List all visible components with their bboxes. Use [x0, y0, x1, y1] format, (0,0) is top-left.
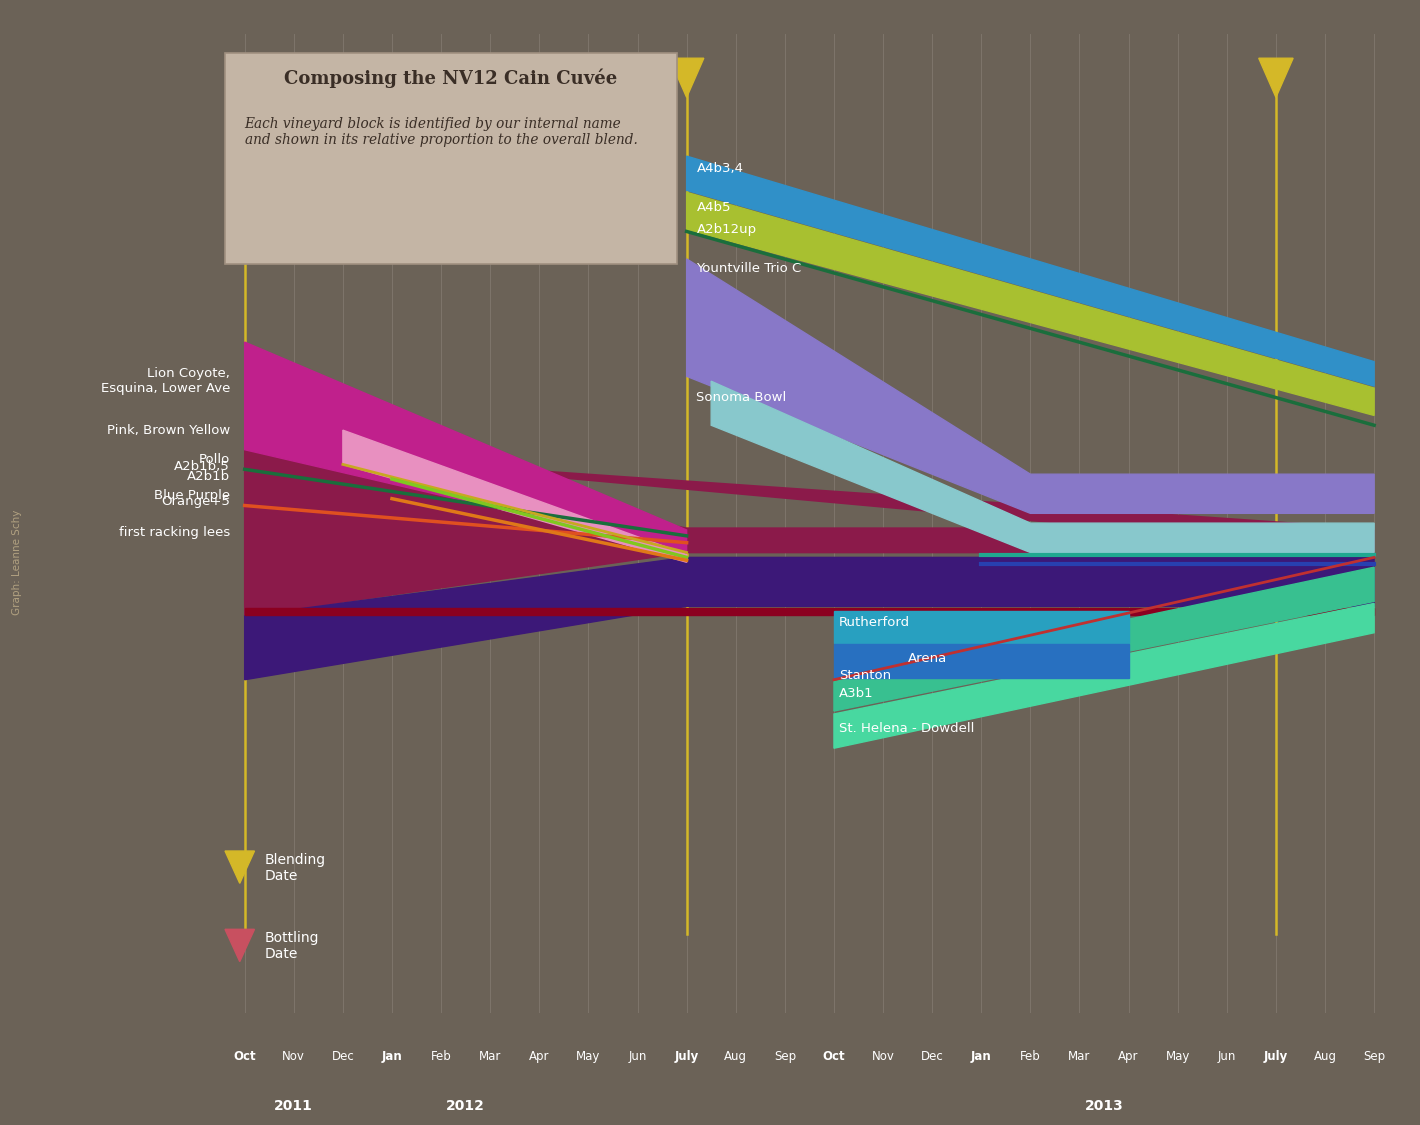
Text: Nov: Nov	[872, 1050, 895, 1063]
Text: Blue Purple: Blue Purple	[153, 489, 230, 502]
Polygon shape	[224, 929, 254, 962]
Text: A4b3,4: A4b3,4	[696, 162, 744, 176]
Text: Dec: Dec	[331, 1050, 354, 1063]
Text: Bottling
Date: Bottling Date	[264, 930, 320, 961]
Text: Sep: Sep	[774, 1050, 795, 1063]
Polygon shape	[224, 850, 254, 883]
Text: May: May	[1166, 1050, 1190, 1063]
Text: Oct: Oct	[233, 1050, 256, 1063]
Text: Nov: Nov	[283, 1050, 305, 1063]
Text: Dec: Dec	[920, 1050, 943, 1063]
Text: Jun: Jun	[628, 1050, 646, 1063]
Polygon shape	[227, 58, 261, 98]
Polygon shape	[834, 611, 1129, 642]
Text: July: July	[674, 1050, 699, 1063]
Text: Feb: Feb	[1020, 1050, 1041, 1063]
Text: Orange+5: Orange+5	[160, 495, 230, 508]
Text: 2012: 2012	[446, 1099, 486, 1113]
Text: Pollo: Pollo	[199, 453, 230, 466]
Text: Blending
Date: Blending Date	[264, 853, 325, 883]
Text: A2b1b: A2b1b	[187, 469, 230, 483]
Text: Jan: Jan	[971, 1050, 991, 1063]
Text: Composing the NV12 Cain Cuvée: Composing the NV12 Cain Cuvée	[284, 68, 618, 88]
Text: Stanton: Stanton	[839, 669, 890, 682]
Polygon shape	[834, 567, 1375, 711]
Text: Graph: Leanne Schy: Graph: Leanne Schy	[11, 510, 23, 615]
Text: A2b1b,5: A2b1b,5	[175, 460, 230, 472]
Text: Arena: Arena	[907, 651, 947, 665]
Text: Apr: Apr	[1119, 1050, 1139, 1063]
Text: Oct: Oct	[822, 1050, 845, 1063]
Polygon shape	[244, 609, 1375, 615]
Polygon shape	[687, 259, 1375, 513]
Text: Jun: Jun	[1217, 1050, 1235, 1063]
Text: July: July	[1264, 1050, 1288, 1063]
Polygon shape	[244, 469, 1375, 606]
Text: Mar: Mar	[1068, 1050, 1091, 1063]
Text: May: May	[577, 1050, 601, 1063]
Polygon shape	[244, 342, 687, 552]
Text: Aug: Aug	[1314, 1050, 1336, 1063]
Polygon shape	[342, 430, 687, 562]
Text: St. Helena - Dowdell: St. Helena - Dowdell	[839, 722, 974, 735]
Text: Yountville Trio C: Yountville Trio C	[696, 262, 802, 276]
Text: Sonoma Bowl: Sonoma Bowl	[696, 392, 787, 404]
Text: A4b5: A4b5	[696, 201, 731, 215]
Text: Aug: Aug	[724, 1050, 747, 1063]
Polygon shape	[834, 603, 1375, 748]
Text: 2011: 2011	[274, 1099, 314, 1113]
Text: Lion Coyote,
Esquina, Lower Ave: Lion Coyote, Esquina, Lower Ave	[101, 367, 230, 395]
Text: Sep: Sep	[1363, 1050, 1384, 1063]
Text: Pink, Brown Yellow: Pink, Brown Yellow	[106, 424, 230, 436]
Text: Rutherford: Rutherford	[839, 616, 910, 630]
Polygon shape	[687, 192, 1375, 415]
Text: A3b1: A3b1	[839, 687, 873, 700]
Polygon shape	[834, 645, 1129, 677]
Text: Each vineyard block is identified by our internal name
and shown in its relative: Each vineyard block is identified by our…	[244, 117, 638, 147]
Polygon shape	[711, 381, 1375, 552]
FancyBboxPatch shape	[224, 53, 677, 263]
Text: Apr: Apr	[530, 1050, 550, 1063]
Text: A2b12up: A2b12up	[696, 223, 757, 236]
Text: Jan: Jan	[382, 1050, 402, 1063]
Text: 2013: 2013	[1085, 1099, 1123, 1113]
Polygon shape	[669, 58, 704, 98]
Text: Feb: Feb	[430, 1050, 452, 1063]
Text: Mar: Mar	[479, 1050, 501, 1063]
Polygon shape	[244, 557, 1375, 680]
Polygon shape	[687, 156, 1375, 386]
Text: first racking lees: first racking lees	[119, 526, 230, 539]
Polygon shape	[1258, 58, 1294, 98]
